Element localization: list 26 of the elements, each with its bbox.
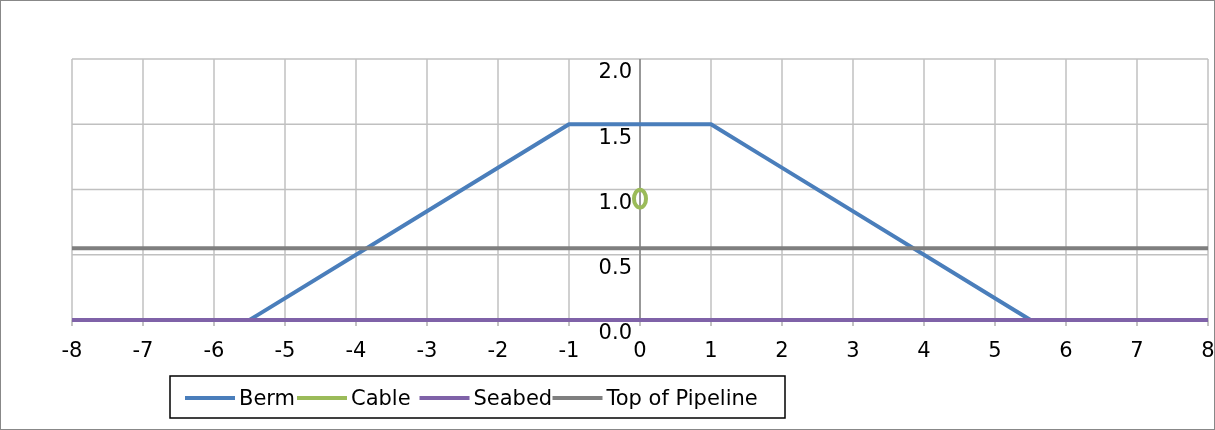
x-tick-label: 6	[1059, 338, 1073, 362]
x-tick-label: 1	[704, 338, 718, 362]
legend-label: Seabed	[473, 386, 553, 411]
x-tick-label: -5	[274, 338, 296, 362]
x-tick-label: -7	[132, 338, 154, 362]
x-tick-label: -6	[203, 338, 225, 362]
x-tick-label: 7	[1130, 338, 1144, 362]
x-tick-label: 0	[633, 338, 647, 362]
x-tick-label: -4	[345, 338, 367, 362]
x-tick-label: -8	[61, 338, 83, 362]
legend-label: Berm	[239, 386, 296, 411]
x-tick-label: 4	[917, 338, 931, 362]
legend-label: Cable	[351, 386, 411, 411]
x-tick-label: -2	[487, 338, 509, 362]
x-tick-label: -1	[558, 338, 580, 362]
x-tick-label: -3	[416, 338, 438, 362]
x-tick-label: 8	[1201, 338, 1215, 362]
x-tick-label: 5	[988, 338, 1002, 362]
legend-label: Top of Pipeline	[605, 386, 758, 411]
x-tick-label: 3	[846, 338, 860, 362]
y-tick-label: 1.5	[598, 124, 632, 149]
y-tick-label: 2.0	[598, 59, 632, 84]
x-tick-label: 2	[775, 338, 789, 362]
y-tick-label: 0.5	[598, 255, 632, 280]
y-tick-label: 1.0	[598, 189, 632, 214]
y-tick-label: 0.0	[598, 320, 632, 345]
